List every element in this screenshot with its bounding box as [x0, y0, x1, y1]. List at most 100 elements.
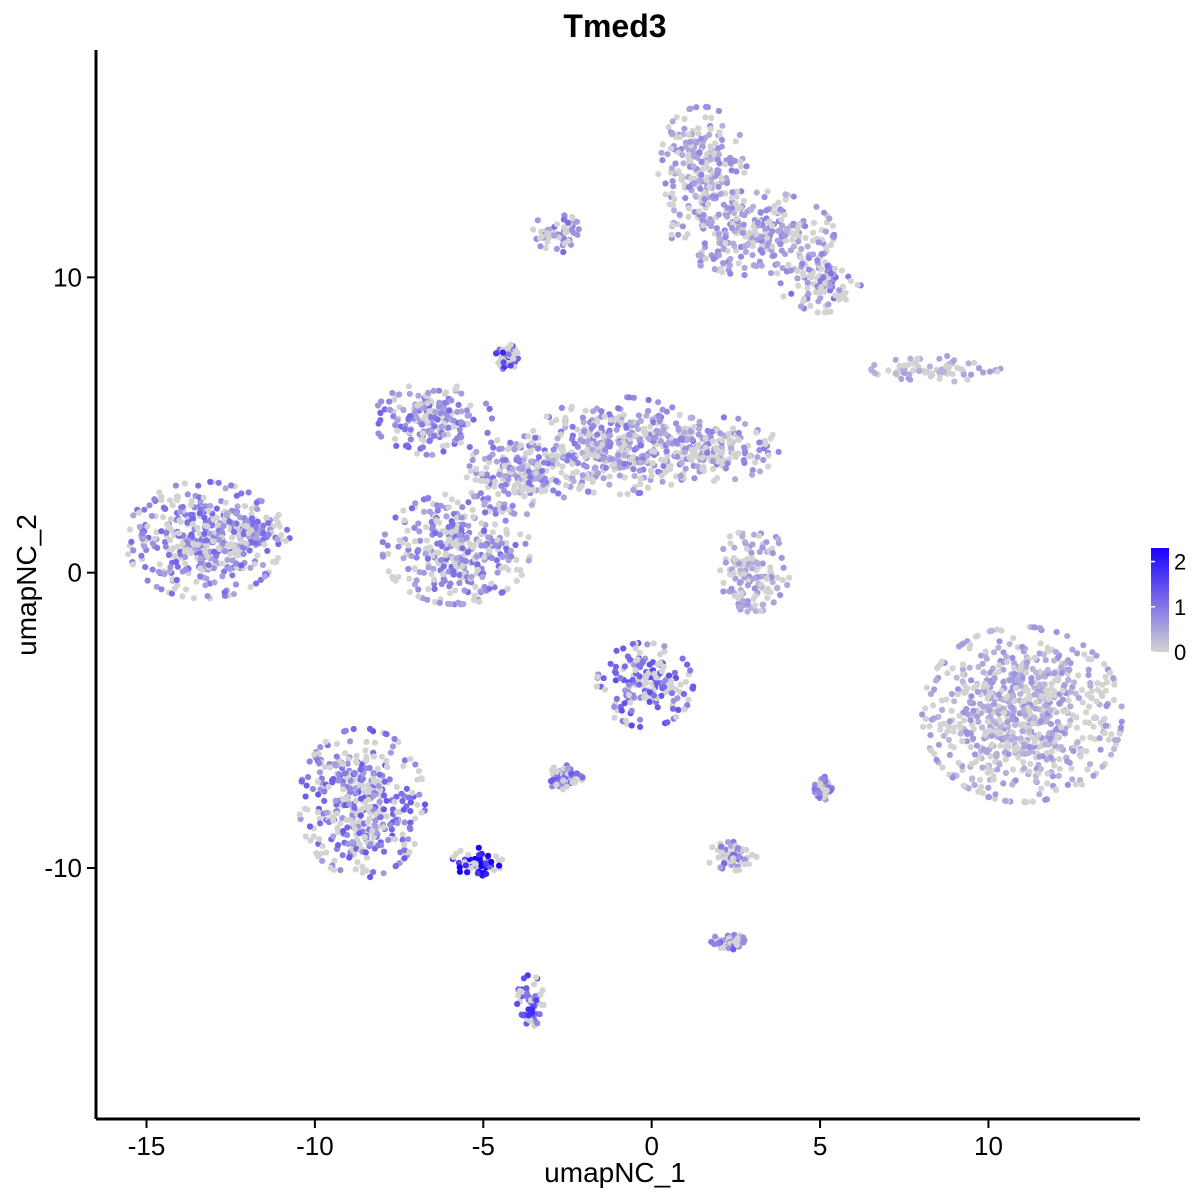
cell-point: [689, 685, 696, 692]
cell-point: [223, 510, 230, 517]
cell-point: [229, 572, 236, 579]
cell-point: [1023, 669, 1030, 676]
cell-point: [349, 811, 356, 818]
cell-point: [699, 465, 706, 473]
cell-point: [775, 536, 782, 543]
cell-point: [419, 430, 426, 437]
cell-point: [329, 814, 336, 821]
cell-point: [1094, 680, 1101, 687]
cell-point: [735, 436, 743, 443]
cell-point: [455, 599, 462, 606]
cell-point: [1035, 674, 1042, 681]
cell-point: [1090, 723, 1097, 730]
cell-point: [697, 252, 704, 259]
cell-point: [987, 753, 994, 760]
cell-point: [733, 247, 740, 254]
cell-point: [708, 114, 715, 122]
cell-point: [1065, 676, 1072, 684]
cell-point: [1078, 686, 1085, 694]
cell-point: [741, 861, 748, 868]
cell-point: [720, 588, 727, 595]
cell-point: [1087, 680, 1094, 687]
cell-point: [181, 548, 188, 556]
cell-point: [417, 537, 424, 544]
cell-point: [440, 571, 447, 578]
cell-point: [611, 714, 618, 721]
cell-point: [933, 756, 940, 763]
cell-point: [169, 502, 176, 509]
cell-point: [335, 842, 342, 849]
cell-point: [584, 446, 591, 453]
cell-point: [493, 557, 500, 564]
cell-point: [1071, 679, 1078, 686]
cell-point: [740, 598, 747, 605]
cell-point: [1080, 642, 1087, 649]
cell-point: [379, 539, 386, 546]
cell-point: [781, 211, 788, 218]
cell-point: [712, 140, 719, 147]
cell-point: [1048, 729, 1056, 737]
cell-point: [936, 355, 943, 362]
cell-point: [1005, 743, 1012, 750]
cell-point: [1026, 743, 1033, 751]
cell-point: [665, 672, 673, 679]
cell-point: [158, 528, 165, 535]
cell-point: [628, 722, 635, 729]
cell-point: [636, 681, 643, 688]
cell-point: [788, 290, 795, 297]
cell-point: [635, 412, 643, 419]
cell-point: [375, 430, 382, 437]
cell-point: [980, 669, 987, 676]
cell-point: [730, 425, 737, 432]
cell-point: [731, 556, 739, 563]
cell-point: [621, 451, 628, 458]
cell-point: [940, 368, 948, 375]
cell-point: [343, 816, 350, 824]
cell-point: [448, 529, 455, 536]
cell-point: [1021, 765, 1028, 772]
cell-point: [399, 831, 406, 838]
cell-point: [491, 521, 499, 528]
cell-point: [695, 125, 702, 132]
cell-point: [356, 841, 363, 848]
cell-point: [1059, 687, 1066, 694]
cell-point: [264, 547, 271, 555]
cell-point: [736, 866, 743, 874]
cell-point: [1025, 749, 1032, 757]
cell-point: [540, 1001, 547, 1009]
cell-point: [752, 592, 759, 599]
cell-point: [660, 684, 667, 691]
cell-point: [352, 790, 359, 797]
cell-point: [742, 248, 750, 255]
cell-point: [598, 424, 605, 431]
cell-point: [722, 190, 729, 197]
cell-point: [594, 453, 601, 460]
cell-point: [378, 753, 385, 760]
cell-point: [215, 544, 223, 552]
cell-point: [644, 641, 651, 648]
cell-point: [984, 763, 991, 770]
cell-point: [729, 855, 737, 862]
cell-point: [756, 532, 763, 539]
cell-point: [1114, 736, 1121, 744]
cell-point: [838, 267, 846, 274]
cell-point: [1078, 747, 1085, 754]
cell-point: [136, 523, 143, 530]
cell-point: [976, 776, 984, 783]
cell-point: [787, 267, 794, 274]
cell-point: [151, 535, 158, 542]
cell-point: [694, 444, 701, 451]
cell-point: [964, 711, 972, 718]
cell-point: [973, 713, 981, 720]
cell-point: [671, 669, 679, 676]
cell-point: [469, 457, 476, 464]
cell-point: [1014, 745, 1022, 752]
cell-point: [946, 751, 954, 759]
cell-point: [370, 869, 377, 876]
cell-point: [1085, 703, 1093, 710]
cell-point: [353, 759, 360, 767]
cell-point: [687, 414, 694, 421]
cell-point: [679, 655, 686, 662]
cell-point: [668, 131, 676, 138]
cell-point: [731, 209, 738, 216]
